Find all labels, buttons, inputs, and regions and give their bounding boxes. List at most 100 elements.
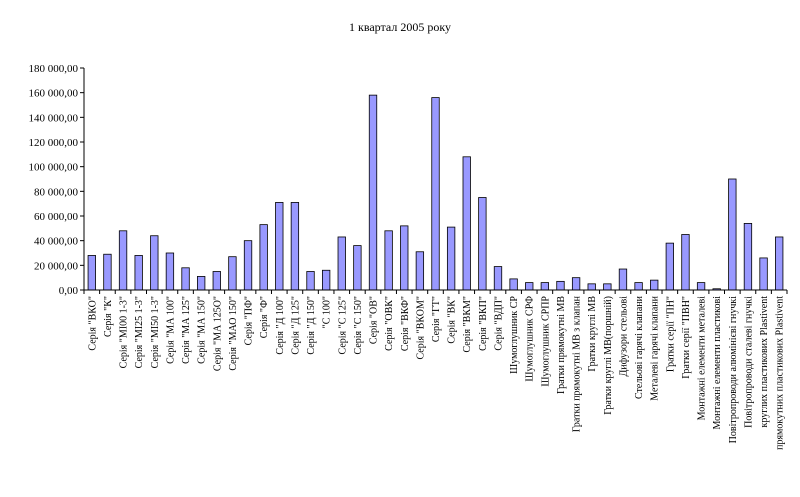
x-category-label: Серія "Ф" — [259, 296, 270, 338]
x-category-label: Серія "ГТ" — [431, 296, 442, 342]
x-category-label: Серія "ВКМ" — [462, 296, 473, 353]
bar — [165, 252, 175, 291]
bar — [431, 97, 440, 291]
y-tick-label: 140 000,00 — [29, 112, 79, 124]
bar — [306, 271, 315, 291]
bar — [259, 224, 268, 291]
x-category-label: "С 100" — [322, 296, 333, 328]
bar — [290, 202, 300, 291]
bar — [759, 257, 768, 291]
y-axis: 0,00 20 000,00 40 000,00 60 000,00 80 000,00… — [29, 63, 85, 297]
x-category-label: Серія "ВК" — [447, 296, 458, 344]
bar — [321, 269, 331, 291]
y-tick-label: 20 000,00 — [34, 260, 79, 272]
x-category-label: Металеві гарячі клапани — [650, 295, 661, 400]
x-category-label: Шумоглушник СРФ — [525, 296, 536, 382]
bar — [540, 282, 550, 291]
x-category-label: Серія "МІ25 1-3" — [134, 296, 145, 368]
x-category-label: Серія "МАО 150" — [228, 296, 239, 371]
x-category-label: Серія "ОВК" — [384, 296, 395, 351]
bar — [603, 283, 612, 291]
x-category-label: Серія "Д 150" — [306, 296, 317, 355]
bar — [150, 235, 159, 291]
bar — [415, 251, 425, 291]
bar — [337, 236, 346, 291]
x-category-label: Гратки прямокутні МВ з клапан — [572, 295, 583, 432]
bar — [134, 255, 143, 291]
x-category-label: Серія "Д 125" — [290, 296, 301, 355]
x-category-label: Гратки прямокутні МВ — [556, 296, 567, 394]
bar — [775, 236, 784, 291]
x-category-label: Серія "ВКП" — [478, 296, 489, 351]
bar — [275, 202, 284, 291]
y-tick-label: 100 000,00 — [29, 162, 79, 174]
bar — [650, 279, 659, 291]
bar — [353, 245, 362, 291]
bar — [462, 156, 471, 291]
bar — [493, 266, 503, 291]
x-category-label: Серія "С 125" — [337, 296, 348, 354]
x-category-label: Серія "МА 100" — [165, 296, 176, 364]
x-category-label: Серія "ПФ" — [244, 296, 255, 345]
bar — [243, 240, 253, 291]
x-category-label: Серія "ВДП" — [493, 296, 504, 351]
x-category-label: Гратки круглі МВ(поршній) — [603, 296, 614, 415]
y-tick-label: 40 000,00 — [34, 236, 79, 248]
x-category-label: Шумоглушник СРПР — [540, 296, 551, 387]
bar — [665, 242, 674, 291]
x-category-label: Гратки круглі МВ — [587, 296, 598, 372]
bar — [197, 276, 206, 291]
x-category-label: Серія "С 150" — [353, 296, 364, 354]
bar — [509, 278, 518, 291]
bar — [478, 197, 487, 291]
bar — [212, 271, 221, 291]
x-category-label: Серія "Д 100" — [275, 296, 286, 355]
bar — [181, 267, 190, 291]
x-category-label: Серія "МА 150" — [197, 296, 208, 364]
bar — [743, 222, 753, 291]
bar — [368, 94, 378, 291]
x-category-label: Серія "ВКОМ" — [415, 296, 426, 359]
bar — [696, 282, 706, 291]
bar — [228, 256, 237, 291]
chart-title: 1 квартал 2005 року — [349, 20, 451, 34]
bar — [728, 178, 737, 291]
x-category-label: Серія "К" — [103, 296, 114, 337]
x-category-label: Монтажні елементи пластикові — [712, 296, 723, 430]
bars — [87, 94, 784, 291]
x-category-label: Гратки серії "ПВН" — [681, 296, 692, 379]
x-category-label: Серія "МІ00 1-3" — [119, 296, 130, 368]
x-category-label: круглих пластикових Plastivent — [759, 296, 770, 428]
x-category-label: Повітропроводи алюмінієві гнучкі — [728, 296, 739, 444]
x-axis: Серія "ВКО" Серія "К" Серія "МІ00 1-3" Сері… — [83, 289, 788, 450]
bar — [400, 225, 409, 291]
x-category-label: Серія "МІ50 1-3" — [150, 296, 161, 368]
x-category-label: Серія "МА 125" — [181, 296, 192, 364]
bar — [525, 282, 534, 291]
y-tick-label: 120 000,00 — [29, 137, 79, 149]
x-category-label: Шумоглушник СР — [509, 296, 520, 374]
x-category-label: Гратки серії "ПН" — [665, 296, 676, 372]
bar — [681, 234, 690, 291]
bar — [634, 282, 643, 291]
bar — [118, 230, 128, 291]
y-tick-label: 0,00 — [59, 285, 79, 297]
x-category-label: Серія "МА 125О" — [212, 296, 223, 371]
bar — [446, 226, 456, 291]
x-category-label: прямокутних пластикових Plastivent — [775, 296, 786, 450]
x-category-label: Серія "ВКО" — [87, 296, 98, 351]
y-tick-label: 180 000,00 — [29, 63, 79, 75]
x-category-label: Серія "ОВ" — [369, 296, 380, 344]
bar — [103, 253, 112, 291]
x-category-label: Дифузори стельові — [618, 296, 629, 377]
bar — [571, 277, 581, 291]
x-category-label: Серія "ВКФ" — [400, 296, 411, 351]
x-category-label: Повітропроводи сталеві гнучкі — [743, 296, 754, 428]
y-tick-label: 60 000,00 — [34, 211, 79, 223]
x-category-label: Стельові гарячі клапани — [634, 295, 645, 399]
bar — [618, 268, 628, 291]
bar — [384, 230, 393, 291]
x-category-label: Монтажні елементи металеві — [697, 296, 708, 421]
bar — [556, 280, 565, 291]
